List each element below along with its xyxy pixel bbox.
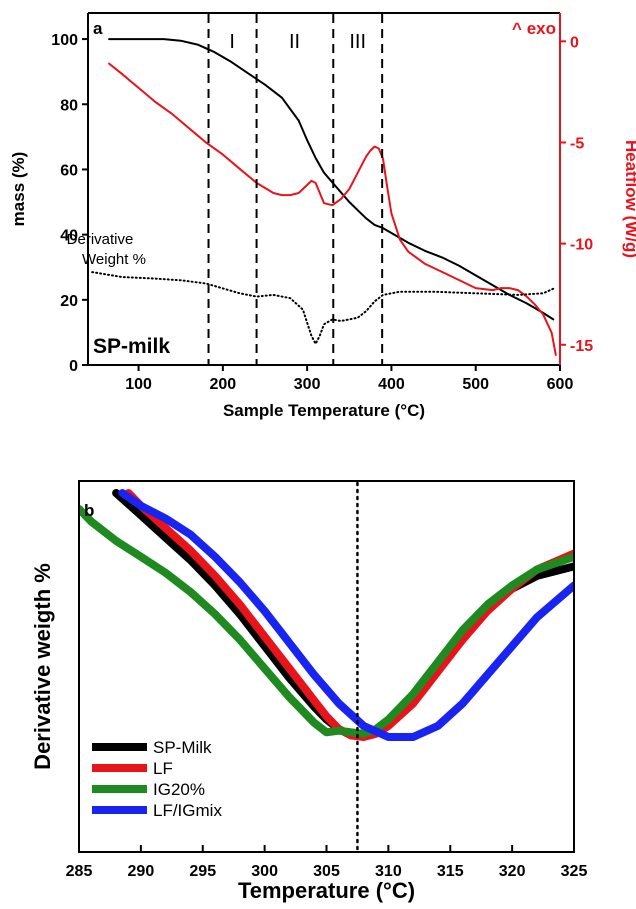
panel-b-x-tick-label: 305 bbox=[313, 863, 340, 880]
panel-a-x-tick-label: 300 bbox=[294, 376, 321, 393]
panel-b-legend-label: SP-Milk bbox=[153, 738, 212, 757]
panel-a-axes: 100 200 300 400 500 600 0 20 40 60 80 100 -15 -10 -5 0 bbox=[51, 12, 593, 393]
panel-a-x-tick-label: 600 bbox=[547, 376, 574, 393]
panel-a-chart: I II III 100 200 300 400 500 600020406080100-15… bbox=[9, 12, 636, 420]
panel-b-x-tick-label: 315 bbox=[437, 863, 464, 880]
panel-a-y-axis-title: mass (%) bbox=[9, 152, 28, 227]
panel-b-x-tick-label: 325 bbox=[561, 863, 588, 880]
panel-a-y-tick-label: 0 bbox=[69, 358, 78, 375]
panel-b-legend-label: IG20% bbox=[153, 780, 205, 799]
panel-a-x-tick-label: 100 bbox=[125, 376, 152, 393]
panel-b-x-tick-label: 285 bbox=[66, 863, 93, 880]
panel-a-region-label: I bbox=[229, 31, 235, 53]
panel-b-series-lf-igmix bbox=[118, 489, 574, 741]
panel-b-x-tick-label: 300 bbox=[251, 863, 278, 880]
panel-a-sample-label: SP-milk bbox=[93, 335, 170, 358]
panel-a-exo-label: ^ exo bbox=[512, 19, 556, 38]
panel-b-x-tick-label: 295 bbox=[189, 863, 216, 880]
panel-b-x-axis-title: Temperature (°C) bbox=[238, 878, 415, 903]
panel-a-y-tick-label: 60 bbox=[60, 162, 78, 179]
panel-b-letter: b bbox=[84, 501, 94, 520]
panel-b-series-lf bbox=[124, 489, 574, 741]
panel-b-series-group bbox=[79, 489, 574, 741]
panel-b-series-ig20- bbox=[79, 504, 574, 738]
panel-a-x-tick-label: 500 bbox=[462, 376, 489, 393]
panel-a-series-heatflow bbox=[108, 62, 557, 356]
panel-a-letter: a bbox=[93, 19, 103, 38]
panel-a-region-labels: I II III bbox=[229, 31, 366, 53]
panel-a-y2-tick-label: -10 bbox=[570, 237, 593, 254]
panel-a-x-tick-label: 400 bbox=[378, 376, 405, 393]
panel-a-y2-axis-title: Heatflow (W/g) bbox=[622, 140, 636, 258]
panel-a-y-tick-label: 80 bbox=[60, 97, 78, 114]
panel-b-legend-label: LF bbox=[153, 759, 173, 778]
panel-a-y-tick-label: 100 bbox=[51, 32, 78, 49]
panel-a-x-tick-label: 200 bbox=[210, 376, 237, 393]
panel-b-series bbox=[79, 489, 574, 741]
panel-a-series-mass bbox=[108, 38, 555, 321]
panel-a-y2-tick-label: -5 bbox=[570, 135, 584, 152]
panel-b-y-axis-title: Derivative weigth % bbox=[30, 563, 55, 770]
panel-a-series-derivative-weight bbox=[91, 271, 556, 345]
panel-a-region-label: III bbox=[349, 31, 366, 53]
panel-a-y-tick-label: 40 bbox=[60, 228, 78, 245]
panel-a-region-label: II bbox=[289, 31, 300, 53]
panel-a-annotation-line2: Weight % bbox=[82, 251, 146, 268]
panel-b-x-tick-label: 320 bbox=[499, 863, 526, 880]
panel-a-series bbox=[91, 38, 557, 356]
panel-b-x-tick-label: 290 bbox=[128, 863, 155, 880]
panel-b-axes: 285 290 295 300 305 310 315 320 325 bbox=[66, 480, 588, 880]
panel-b-x-tick-label: 310 bbox=[375, 863, 402, 880]
panel-a-y-tick-label: 20 bbox=[60, 293, 78, 310]
panel-b-chart: 285 290 295 300 305 310 315 320 325 SP-Milk LF IG2… bbox=[30, 480, 588, 903]
panel-b-legend: SP-Milk LF IG20% LF/IGmix bbox=[92, 738, 222, 820]
panel-a-x-axis-title: Sample Temperature (°C) bbox=[223, 401, 425, 420]
panel-a-annotation-line1: Derivative bbox=[67, 231, 134, 248]
panel-a-y2-tick-label: -15 bbox=[570, 338, 593, 355]
panel-b-legend-label: LF/IGmix bbox=[153, 801, 222, 820]
panel-a-region-boundaries bbox=[207, 14, 384, 364]
panel-a-y2-tick-label: 0 bbox=[570, 34, 579, 51]
